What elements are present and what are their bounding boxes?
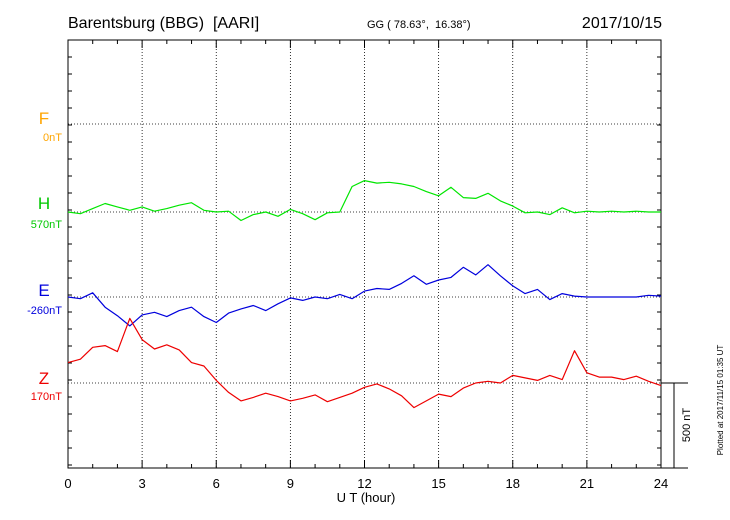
x-tick-label: 12 (357, 476, 371, 491)
series-lines (67, 180, 662, 409)
series-label-z: Z (39, 369, 49, 388)
series-label-f: F (39, 109, 49, 128)
series-label-e: E (38, 281, 49, 300)
series-line-z (67, 317, 662, 409)
x-tick-label: 15 (431, 476, 445, 491)
x-tick-label: 21 (580, 476, 594, 491)
x-axis-title: U T (hour) (337, 490, 396, 505)
baseline-label-f: 0nT (43, 132, 62, 144)
station-title: Barentsburg (BBG) [AARI] (68, 15, 259, 32)
coordinates-label: GG ( 78.63°, 16.38°) (367, 19, 471, 31)
series-label-h: H (38, 194, 50, 213)
baseline-label-e: -260nT (27, 305, 62, 317)
axis-ticks (67, 39, 662, 468)
x-tick-label: 24 (654, 476, 668, 491)
x-tick-label: 18 (506, 476, 520, 491)
plotted-note: Plotted at 2017/11/15 01:35 UT (716, 345, 725, 456)
x-tick-label: 6 (213, 476, 220, 491)
x-tick-label: 9 (287, 476, 294, 491)
baseline-label-z: 170nT (31, 391, 62, 403)
baseline-label-h: 570nT (31, 219, 62, 231)
x-tick-labels: 0 3 6 9 12 15 18 21 24 (64, 476, 668, 491)
series-line-e (67, 264, 662, 327)
grid-lines (68, 40, 661, 468)
series-line-h (67, 180, 661, 222)
x-tick-label: 3 (139, 476, 146, 491)
scale-bar-label: 500 nT (681, 408, 693, 443)
x-tick-label: 0 (64, 476, 71, 491)
date-label: 2017/10/15 (582, 15, 662, 32)
